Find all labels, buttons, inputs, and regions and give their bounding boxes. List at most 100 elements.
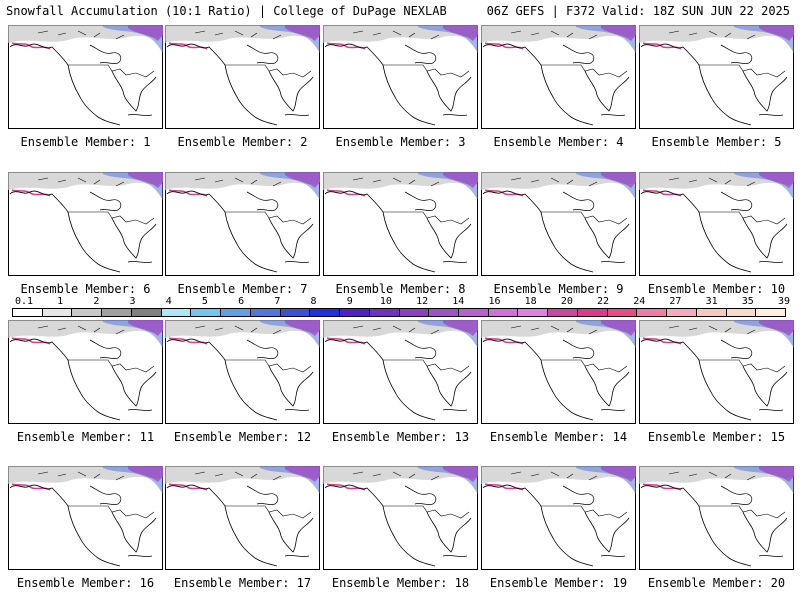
ensemble-panel: Ensemble Member: 6 [8,172,163,312]
ensemble-panel: Ensemble Member: 5 [639,25,794,165]
colorbar-swatches [12,308,786,317]
colorbar-label: 20 [560,296,573,307]
ensemble-panel: Ensemble Member: 20 [639,466,794,606]
colorbar-swatch [250,309,281,316]
colorbar-swatch [131,309,162,316]
colorbar-label: 22 [597,296,610,307]
ensemble-panel: Ensemble Member: 15 [639,320,794,460]
panel-caption: Ensemble Member: 2 [177,135,308,149]
snowfall-map [481,466,636,570]
colorbar-swatch [399,309,430,316]
snowfall-map [639,25,794,129]
panel-caption: Ensemble Member: 16 [16,576,155,590]
colorbar-label: 39 [777,296,791,307]
snowfall-map [481,172,636,276]
snowfall-map [8,466,163,570]
colorbar-label: 10 [379,296,392,307]
snowfall-map [165,172,320,276]
ensemble-panel: Ensemble Member: 14 [481,320,636,460]
colorbar-label: 1 [57,296,64,307]
colorbar-swatch [577,309,608,316]
ensemble-panel: Ensemble Member: 16 [8,466,163,606]
panel-caption: Ensemble Member: 1 [20,135,151,149]
panel-caption: Ensemble Member: 11 [16,430,155,444]
ensemble-panel: Ensemble Member: 9 [481,172,636,312]
colorbar-swatch [548,309,578,316]
ensemble-panel: Ensemble Member: 19 [481,466,636,606]
colorbar-swatch [726,309,757,316]
colorbar-swatch [102,309,132,316]
ensemble-panel: Ensemble Member: 18 [323,466,478,606]
colorbar-label: 5 [201,296,208,307]
colorbar-label: 6 [238,296,245,307]
panel-caption: Ensemble Member: 7 [177,282,308,296]
colorbar-swatch [72,309,103,316]
ensemble-panel: Ensemble Member: 7 [165,172,320,312]
colorbar-swatch [310,309,341,316]
panel-caption: Ensemble Member: 18 [331,576,470,590]
ensemble-panel: Ensemble Member: 1 [8,25,163,165]
colorbar-label: 8 [310,296,317,307]
colorbar-swatch [191,309,222,316]
colorbar-swatch [518,309,549,316]
colorbar-labels: 0.1 1 2 3 4 5 6 7 8 9 10 12 14 16 18 20 22 24 27 31 35 39 [12,296,790,307]
ensemble-panel: Ensemble Member: 13 [323,320,478,460]
ensemble-panel: Ensemble Member: 4 [481,25,636,165]
panel-caption: Ensemble Member: 12 [173,430,312,444]
snowfall-map [323,172,478,276]
colorbar-label: 16 [488,296,501,307]
colorbar-swatch [488,309,519,316]
colorbar-swatch [637,309,668,316]
colorbar-label: 31 [705,296,718,307]
panel-caption: Ensemble Member: 13 [331,430,470,444]
colorbar-swatch [459,309,489,316]
snowfall-map [481,320,636,424]
colorbar-swatch [13,309,43,316]
ensemble-panel: Ensemble Member: 11 [8,320,163,460]
snowfall-map [323,466,478,570]
snowfall-map [481,25,636,129]
colorbar-swatch [756,309,786,316]
snowfall-map [8,320,163,424]
snowfall-map [323,320,478,424]
snowfall-map [323,25,478,129]
colorbar-label: 24 [633,296,646,307]
ensemble-panel: Ensemble Member: 2 [165,25,320,165]
colorbar-swatch [161,309,192,316]
ensemble-panel: Ensemble Member: 10 [639,172,794,312]
colorbar-label: 3 [129,296,136,307]
colorbar-label: 35 [741,296,754,307]
colorbar: 0.1 1 2 3 4 5 6 7 8 9 10 12 14 16 18 20 22 24 27 31 35 39 [12,296,790,318]
colorbar-swatch [280,309,311,316]
panel-caption: Ensemble Member: 8 [335,282,466,296]
colorbar-label: 0.1 [14,296,34,307]
snowfall-map [8,25,163,129]
title-left: Snowfall Accumulation (10:1 Ratio) | Col… [6,4,447,18]
panel-caption: Ensemble Member: 3 [335,135,466,149]
colorbar-swatch [369,309,400,316]
snowfall-map [639,172,794,276]
colorbar-label: 9 [346,296,353,307]
colorbar-swatch [667,309,697,316]
ensemble-panel: Ensemble Member: 17 [165,466,320,606]
colorbar-label: 18 [524,296,537,307]
snowfall-map [8,172,163,276]
colorbar-swatch [340,309,370,316]
ensemble-panel: Ensemble Member: 3 [323,25,478,165]
colorbar-label: 2 [93,296,100,307]
colorbar-label: 27 [669,296,682,307]
colorbar-label: 12 [416,296,429,307]
snowfall-map [639,466,794,570]
panel-caption: Ensemble Member: 15 [647,430,786,444]
colorbar-label: 4 [165,296,172,307]
snowfall-map [165,320,320,424]
panel-caption: Ensemble Member: 19 [489,576,628,590]
snowfall-map [639,320,794,424]
ensemble-panel: Ensemble Member: 8 [323,172,478,312]
title-right: 06Z GEFS | F372 Valid: 18Z SUN JUN 22 20… [486,4,790,18]
panel-caption: Ensemble Member: 10 [647,282,786,296]
colorbar-swatch [607,309,638,316]
snowfall-map [165,466,320,570]
panel-caption: Ensemble Member: 5 [651,135,782,149]
colorbar-swatch [221,309,251,316]
